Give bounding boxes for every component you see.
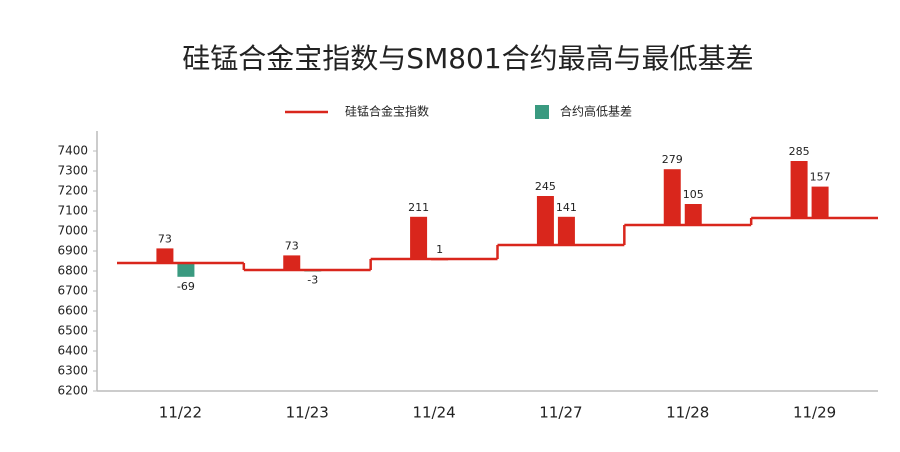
data-label: 157 [810, 171, 831, 184]
legend-label: 合约高低基差 [560, 104, 632, 119]
data-label: -69 [177, 280, 195, 293]
data-label: 141 [556, 201, 577, 214]
basis-bar [684, 204, 702, 225]
basis-bar [156, 248, 174, 263]
basis-bar [790, 161, 808, 218]
basis-bar [663, 169, 681, 225]
basis-bar [536, 196, 554, 245]
data-label: -3 [307, 274, 318, 287]
data-label: 73 [285, 239, 299, 252]
y-tick-label: 6700 [57, 284, 88, 298]
data-label: 73 [158, 232, 172, 245]
x-tick-label: 11/23 [286, 404, 329, 422]
x-tick-label: 11/29 [793, 404, 836, 422]
data-label: 1 [436, 243, 443, 256]
y-tick-label: 7100 [57, 204, 88, 218]
y-tick-label: 7400 [57, 144, 88, 158]
y-tick-label: 6200 [57, 384, 88, 398]
y-tick-label: 6800 [57, 264, 88, 278]
y-tick-label: 6400 [57, 344, 88, 358]
basis-bar [410, 216, 428, 259]
x-tick-label: 11/27 [539, 404, 582, 422]
basis-bar [177, 263, 195, 277]
y-tick-label: 7000 [57, 224, 88, 238]
y-tick-label: 6900 [57, 244, 88, 258]
legend-label: 硅锰合金宝指数 [345, 104, 429, 119]
y-tick-label: 6600 [57, 304, 88, 318]
basis-bar [557, 216, 575, 245]
data-label: 245 [535, 180, 556, 193]
legend-swatch [535, 105, 549, 119]
basis-bar [283, 255, 301, 270]
data-label: 285 [789, 145, 810, 158]
y-tick-label: 7200 [57, 184, 88, 198]
basis-bar [811, 186, 829, 218]
x-tick-label: 11/28 [666, 404, 709, 422]
data-label: 279 [662, 153, 683, 166]
y-tick-label: 7300 [57, 164, 88, 178]
data-label: 105 [683, 188, 704, 201]
x-tick-label: 11/24 [412, 404, 455, 422]
y-tick-label: 6500 [57, 324, 88, 338]
x-tick-label: 11/22 [159, 404, 202, 422]
data-label: 211 [408, 201, 429, 214]
chart-title: 硅锰合金宝指数与SM801合约最高与最低基差 [182, 42, 753, 75]
y-tick-label: 6300 [57, 364, 88, 378]
